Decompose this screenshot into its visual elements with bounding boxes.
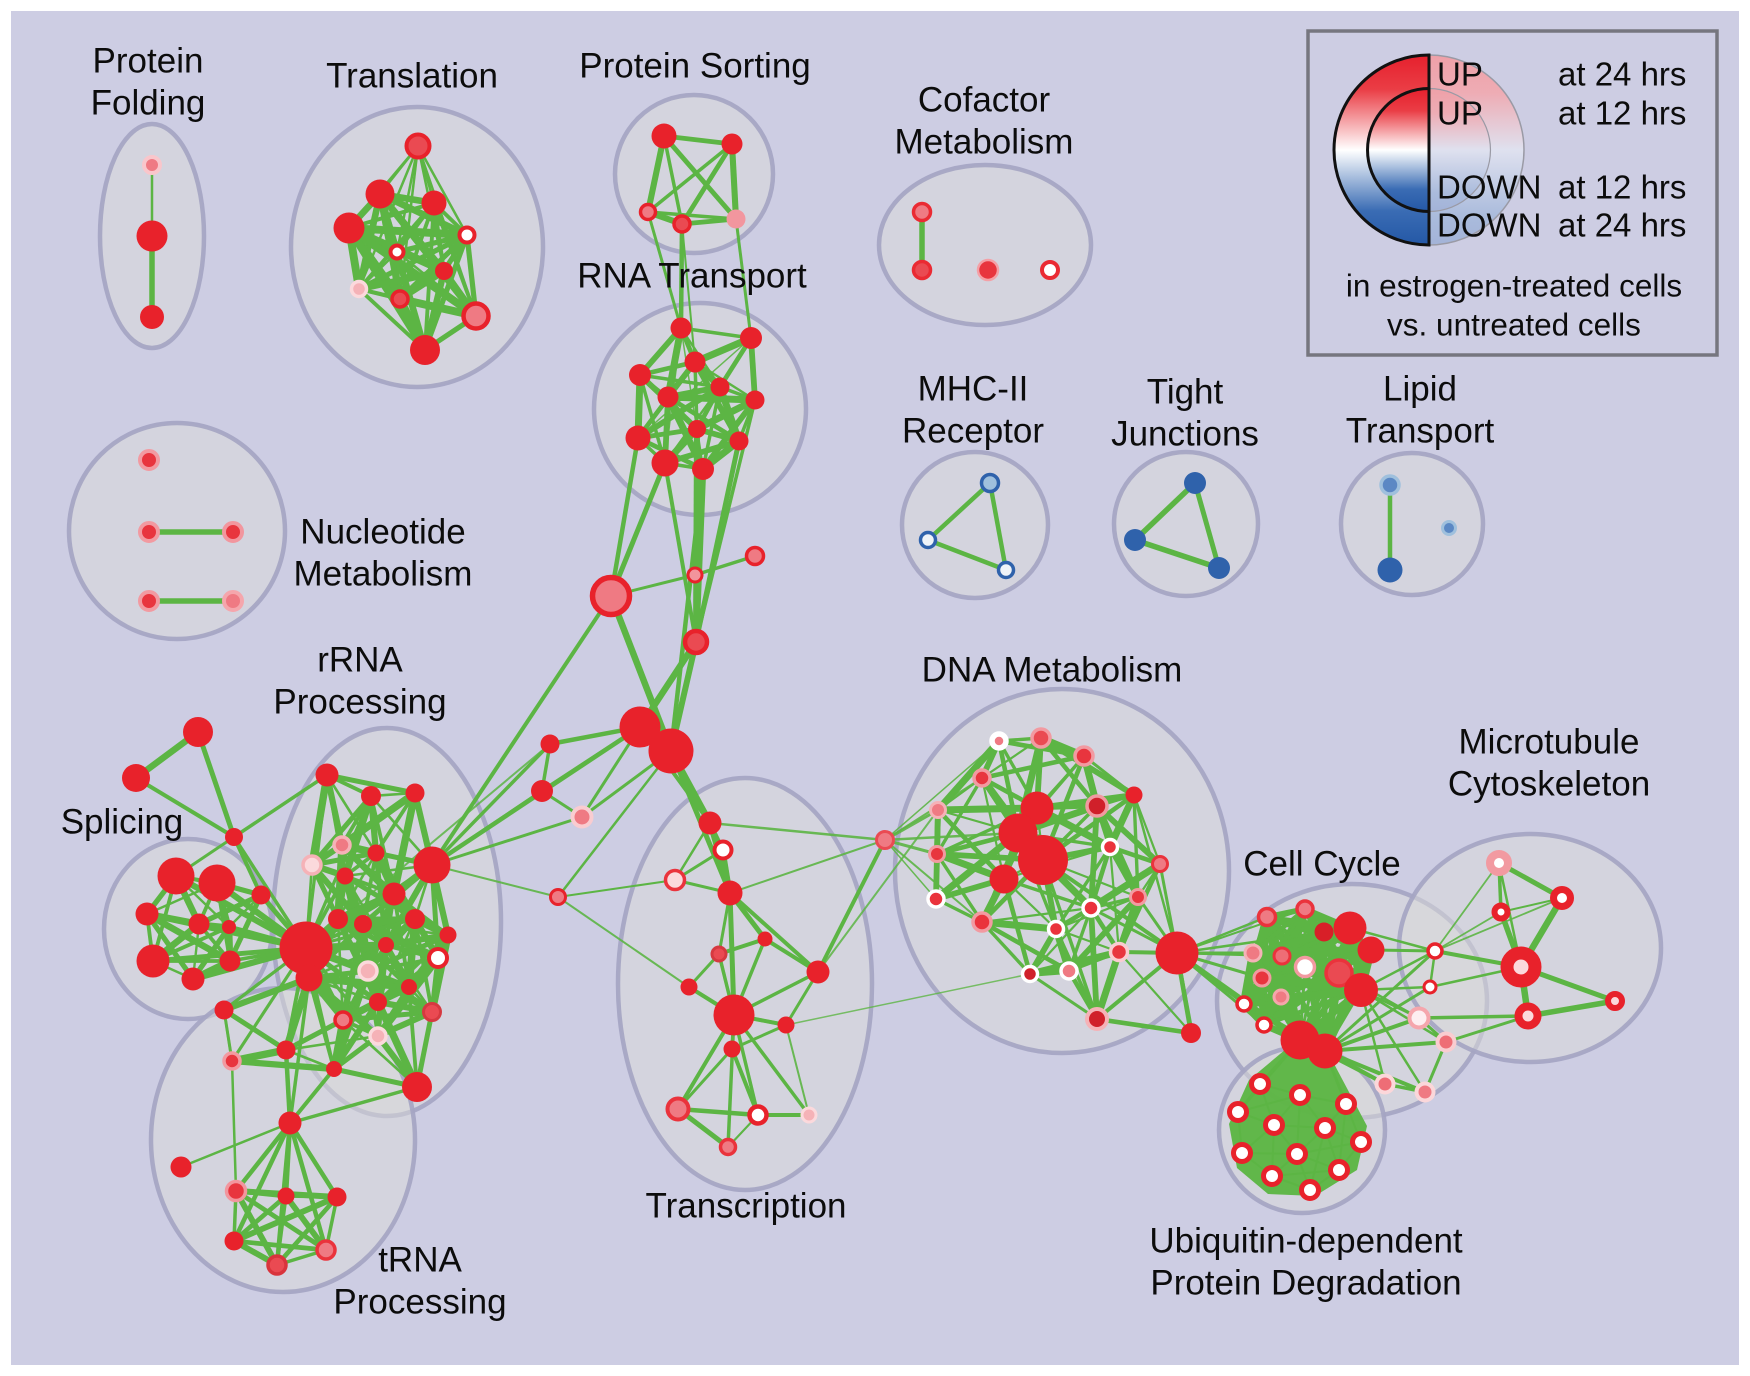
- svg-text:DOWN: DOWN: [1437, 169, 1541, 206]
- svg-text:Processing: Processing: [273, 682, 446, 721]
- svg-text:Receptor: Receptor: [902, 411, 1044, 450]
- svg-text:rRNA: rRNA: [317, 640, 403, 679]
- svg-text:Protein Sorting: Protein Sorting: [579, 46, 811, 85]
- svg-text:Protein Degradation: Protein Degradation: [1150, 1263, 1461, 1302]
- svg-text:tRNA: tRNA: [378, 1240, 462, 1279]
- svg-text:Cofactor: Cofactor: [918, 80, 1051, 119]
- svg-text:at 12 hrs: at 12 hrs: [1558, 95, 1686, 132]
- svg-text:Metabolism: Metabolism: [294, 554, 473, 593]
- svg-text:Splicing: Splicing: [61, 802, 184, 841]
- svg-text:Processing: Processing: [333, 1282, 506, 1321]
- svg-text:Protein: Protein: [93, 41, 204, 80]
- svg-text:MHC-II: MHC-II: [918, 369, 1029, 408]
- svg-text:UP: UP: [1437, 56, 1483, 93]
- svg-text:Folding: Folding: [91, 83, 206, 122]
- svg-text:Cytoskeleton: Cytoskeleton: [1448, 764, 1650, 803]
- svg-text:Nucleotide: Nucleotide: [300, 512, 465, 551]
- svg-text:vs. untreated cells: vs. untreated cells: [1387, 306, 1641, 342]
- svg-text:Transport: Transport: [1346, 411, 1495, 450]
- svg-text:Junctions: Junctions: [1111, 414, 1259, 453]
- svg-text:Lipid: Lipid: [1383, 369, 1457, 408]
- svg-text:UP: UP: [1437, 95, 1483, 132]
- svg-text:Cell Cycle: Cell Cycle: [1243, 844, 1401, 883]
- svg-text:at 24 hrs: at 24 hrs: [1558, 207, 1686, 244]
- svg-text:in estrogen-treated cells: in estrogen-treated cells: [1346, 267, 1682, 303]
- svg-text:RNA Transport: RNA Transport: [577, 256, 807, 295]
- svg-text:Metabolism: Metabolism: [895, 122, 1074, 161]
- svg-text:Translation: Translation: [326, 56, 498, 95]
- svg-text:Transcription: Transcription: [646, 1186, 847, 1225]
- svg-text:Tight: Tight: [1147, 372, 1224, 411]
- svg-text:Ubiquitin-dependent: Ubiquitin-dependent: [1149, 1221, 1463, 1260]
- svg-text:at 12 hrs: at 12 hrs: [1558, 169, 1686, 206]
- svg-text:DNA Metabolism: DNA Metabolism: [922, 650, 1183, 689]
- svg-text:DOWN: DOWN: [1437, 207, 1541, 244]
- svg-text:at 24 hrs: at 24 hrs: [1558, 56, 1686, 93]
- svg-text:Microtubule: Microtubule: [1459, 722, 1640, 761]
